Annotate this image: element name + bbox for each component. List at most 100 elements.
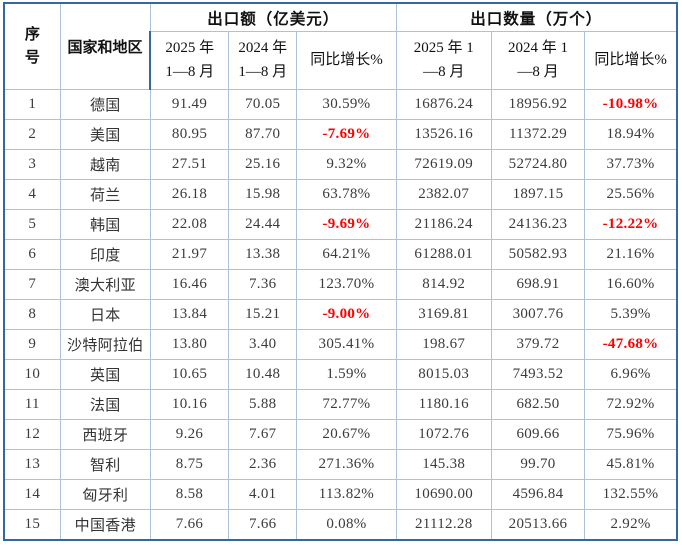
cell-serial-number: 6 (2, 239, 61, 270)
cell-qty-2024: 379.72 (490, 329, 586, 360)
cell-value-2024: 3.40 (228, 329, 298, 360)
cell-serial-number: 12 (2, 419, 61, 450)
cell-qty-2024: 698.91 (490, 269, 586, 300)
table-row: 10 英国 10.65 10.48 1.59% 8015.03 7493.52 … (2, 359, 679, 390)
cell-value-2025: 22.08 (149, 209, 230, 240)
cell-serial-number: 11 (2, 389, 61, 420)
cell-serial-number: 3 (2, 149, 61, 180)
cell-value-2025: 8.58 (149, 479, 230, 510)
cell-value-2024: 15.98 (228, 179, 298, 210)
header-group-export-quantity: 出口数量（万个） (395, 2, 678, 32)
cell-serial-number: 4 (2, 179, 61, 210)
table-row: 15 中国香港 7.66 7.66 0.08% 21112.28 20513.6… (2, 509, 679, 541)
cell-serial-number: 1 (2, 89, 61, 120)
cell-serial-number: 2 (2, 119, 61, 150)
cell-country-name: 澳大利亚 (59, 269, 151, 300)
cell-value-growth: 64.21% (296, 239, 397, 270)
cell-qty-2024: 20513.66 (490, 509, 586, 541)
cell-value-growth: -9.00% (296, 299, 397, 330)
cell-value-growth: 271.36% (296, 449, 397, 480)
header-country-region: 国家和地区 (59, 2, 151, 90)
table-row: 5 韩国 22.08 24.44 -9.69% 21186.24 24136.2… (2, 209, 679, 240)
cell-value-2025: 8.75 (149, 449, 230, 480)
cell-qty-2024: 52724.80 (490, 149, 586, 180)
cell-serial-number: 9 (2, 329, 61, 360)
cell-qty-2025: 198.67 (395, 329, 492, 360)
cell-qty-growth: -47.68% (584, 329, 679, 360)
cell-qty-growth: -10.98% (584, 89, 679, 120)
cell-value-2025: 7.66 (149, 509, 230, 541)
cell-value-2024: 7.66 (228, 509, 298, 541)
cell-qty-growth: 21.16% (584, 239, 679, 270)
cell-country-name: 匈牙利 (59, 479, 151, 510)
cell-value-growth: -9.69% (296, 209, 397, 240)
table-row: 6 印度 21.97 13.38 64.21% 61288.01 50582.9… (2, 239, 679, 270)
cell-value-2025: 10.65 (149, 359, 230, 390)
cell-qty-2025: 61288.01 (395, 239, 492, 270)
cell-country-name: 沙特阿拉伯 (59, 329, 151, 360)
cell-qty-2025: 10690.00 (395, 479, 492, 510)
cell-qty-2025: 2382.07 (395, 179, 492, 210)
cell-qty-2024: 4596.84 (490, 479, 586, 510)
cell-value-2025: 13.80 (149, 329, 230, 360)
cell-qty-growth: 6.96% (584, 359, 679, 390)
cell-qty-growth: -12.22% (584, 209, 679, 240)
cell-country-name: 美国 (59, 119, 151, 150)
cell-qty-2024: 24136.23 (490, 209, 586, 240)
cell-value-2024: 7.36 (228, 269, 298, 300)
cell-value-2025: 91.49 (149, 89, 230, 120)
cell-qty-2025: 21186.24 (395, 209, 492, 240)
cell-value-growth: 0.08% (296, 509, 397, 541)
cell-qty-2024: 18956.92 (490, 89, 586, 120)
cell-qty-2024: 50582.93 (490, 239, 586, 270)
cell-qty-2025: 3169.81 (395, 299, 492, 330)
table-row: 11 法国 10.16 5.88 72.77% 1180.16 682.50 7… (2, 389, 679, 420)
export-data-table: 序 号 国家和地区 出口额（亿美元） 出口数量（万个） 2025 年 1—8 月… (2, 2, 679, 541)
cell-qty-growth: 5.39% (584, 299, 679, 330)
cell-value-growth: 9.32% (296, 149, 397, 180)
cell-value-2024: 24.44 (228, 209, 298, 240)
cell-value-growth: 113.82% (296, 479, 397, 510)
table-row: 3 越南 27.51 25.16 9.32% 72619.09 52724.80… (2, 149, 679, 180)
table-row: 12 西班牙 9.26 7.67 20.67% 1072.76 609.66 7… (2, 419, 679, 450)
cell-value-growth: 305.41% (296, 329, 397, 360)
cell-serial-number: 7 (2, 269, 61, 300)
cell-qty-2024: 11372.29 (490, 119, 586, 150)
cell-serial-number: 15 (2, 509, 61, 541)
header-value-yoy-growth: 同比增长% (296, 31, 397, 90)
cell-value-2025: 21.97 (149, 239, 230, 270)
table-row: 7 澳大利亚 16.46 7.36 123.70% 814.92 698.91 … (2, 269, 679, 300)
cell-country-name: 印度 (59, 239, 151, 270)
cell-serial-number: 13 (2, 449, 61, 480)
cell-value-growth: 63.78% (296, 179, 397, 210)
cell-value-2024: 5.88 (228, 389, 298, 420)
header-qty-2025-period: 2025 年 1 —8 月 (395, 31, 492, 90)
cell-serial-number: 10 (2, 359, 61, 390)
cell-value-2025: 26.18 (149, 179, 230, 210)
header-value-2024-period: 2024 年 1—8 月 (228, 31, 298, 90)
cell-value-2024: 87.70 (228, 119, 298, 150)
cell-qty-2024: 609.66 (490, 419, 586, 450)
cell-value-growth: 30.59% (296, 89, 397, 120)
cell-value-2024: 13.38 (228, 239, 298, 270)
cell-country-name: 荷兰 (59, 179, 151, 210)
cell-serial-number: 8 (2, 299, 61, 330)
cell-serial-number: 14 (2, 479, 61, 510)
cell-qty-2024: 99.70 (490, 449, 586, 480)
cell-qty-2024: 1897.15 (490, 179, 586, 210)
cell-value-2025: 13.84 (149, 299, 230, 330)
cell-qty-growth: 2.92% (584, 509, 679, 541)
cell-value-2024: 70.05 (228, 89, 298, 120)
cell-qty-growth: 18.94% (584, 119, 679, 150)
cell-serial-number: 5 (2, 209, 61, 240)
cell-qty-growth: 72.92% (584, 389, 679, 420)
cell-value-2024: 7.67 (228, 419, 298, 450)
cell-country-name: 英国 (59, 359, 151, 390)
header-group-export-value: 出口额（亿美元） (149, 2, 397, 32)
cell-qty-growth: 75.96% (584, 419, 679, 450)
cell-country-name: 韩国 (59, 209, 151, 240)
cell-country-name: 法国 (59, 389, 151, 420)
cell-value-growth: 20.67% (296, 419, 397, 450)
table-row: 8 日本 13.84 15.21 -9.00% 3169.81 3007.76 … (2, 299, 679, 330)
cell-qty-growth: 25.56% (584, 179, 679, 210)
